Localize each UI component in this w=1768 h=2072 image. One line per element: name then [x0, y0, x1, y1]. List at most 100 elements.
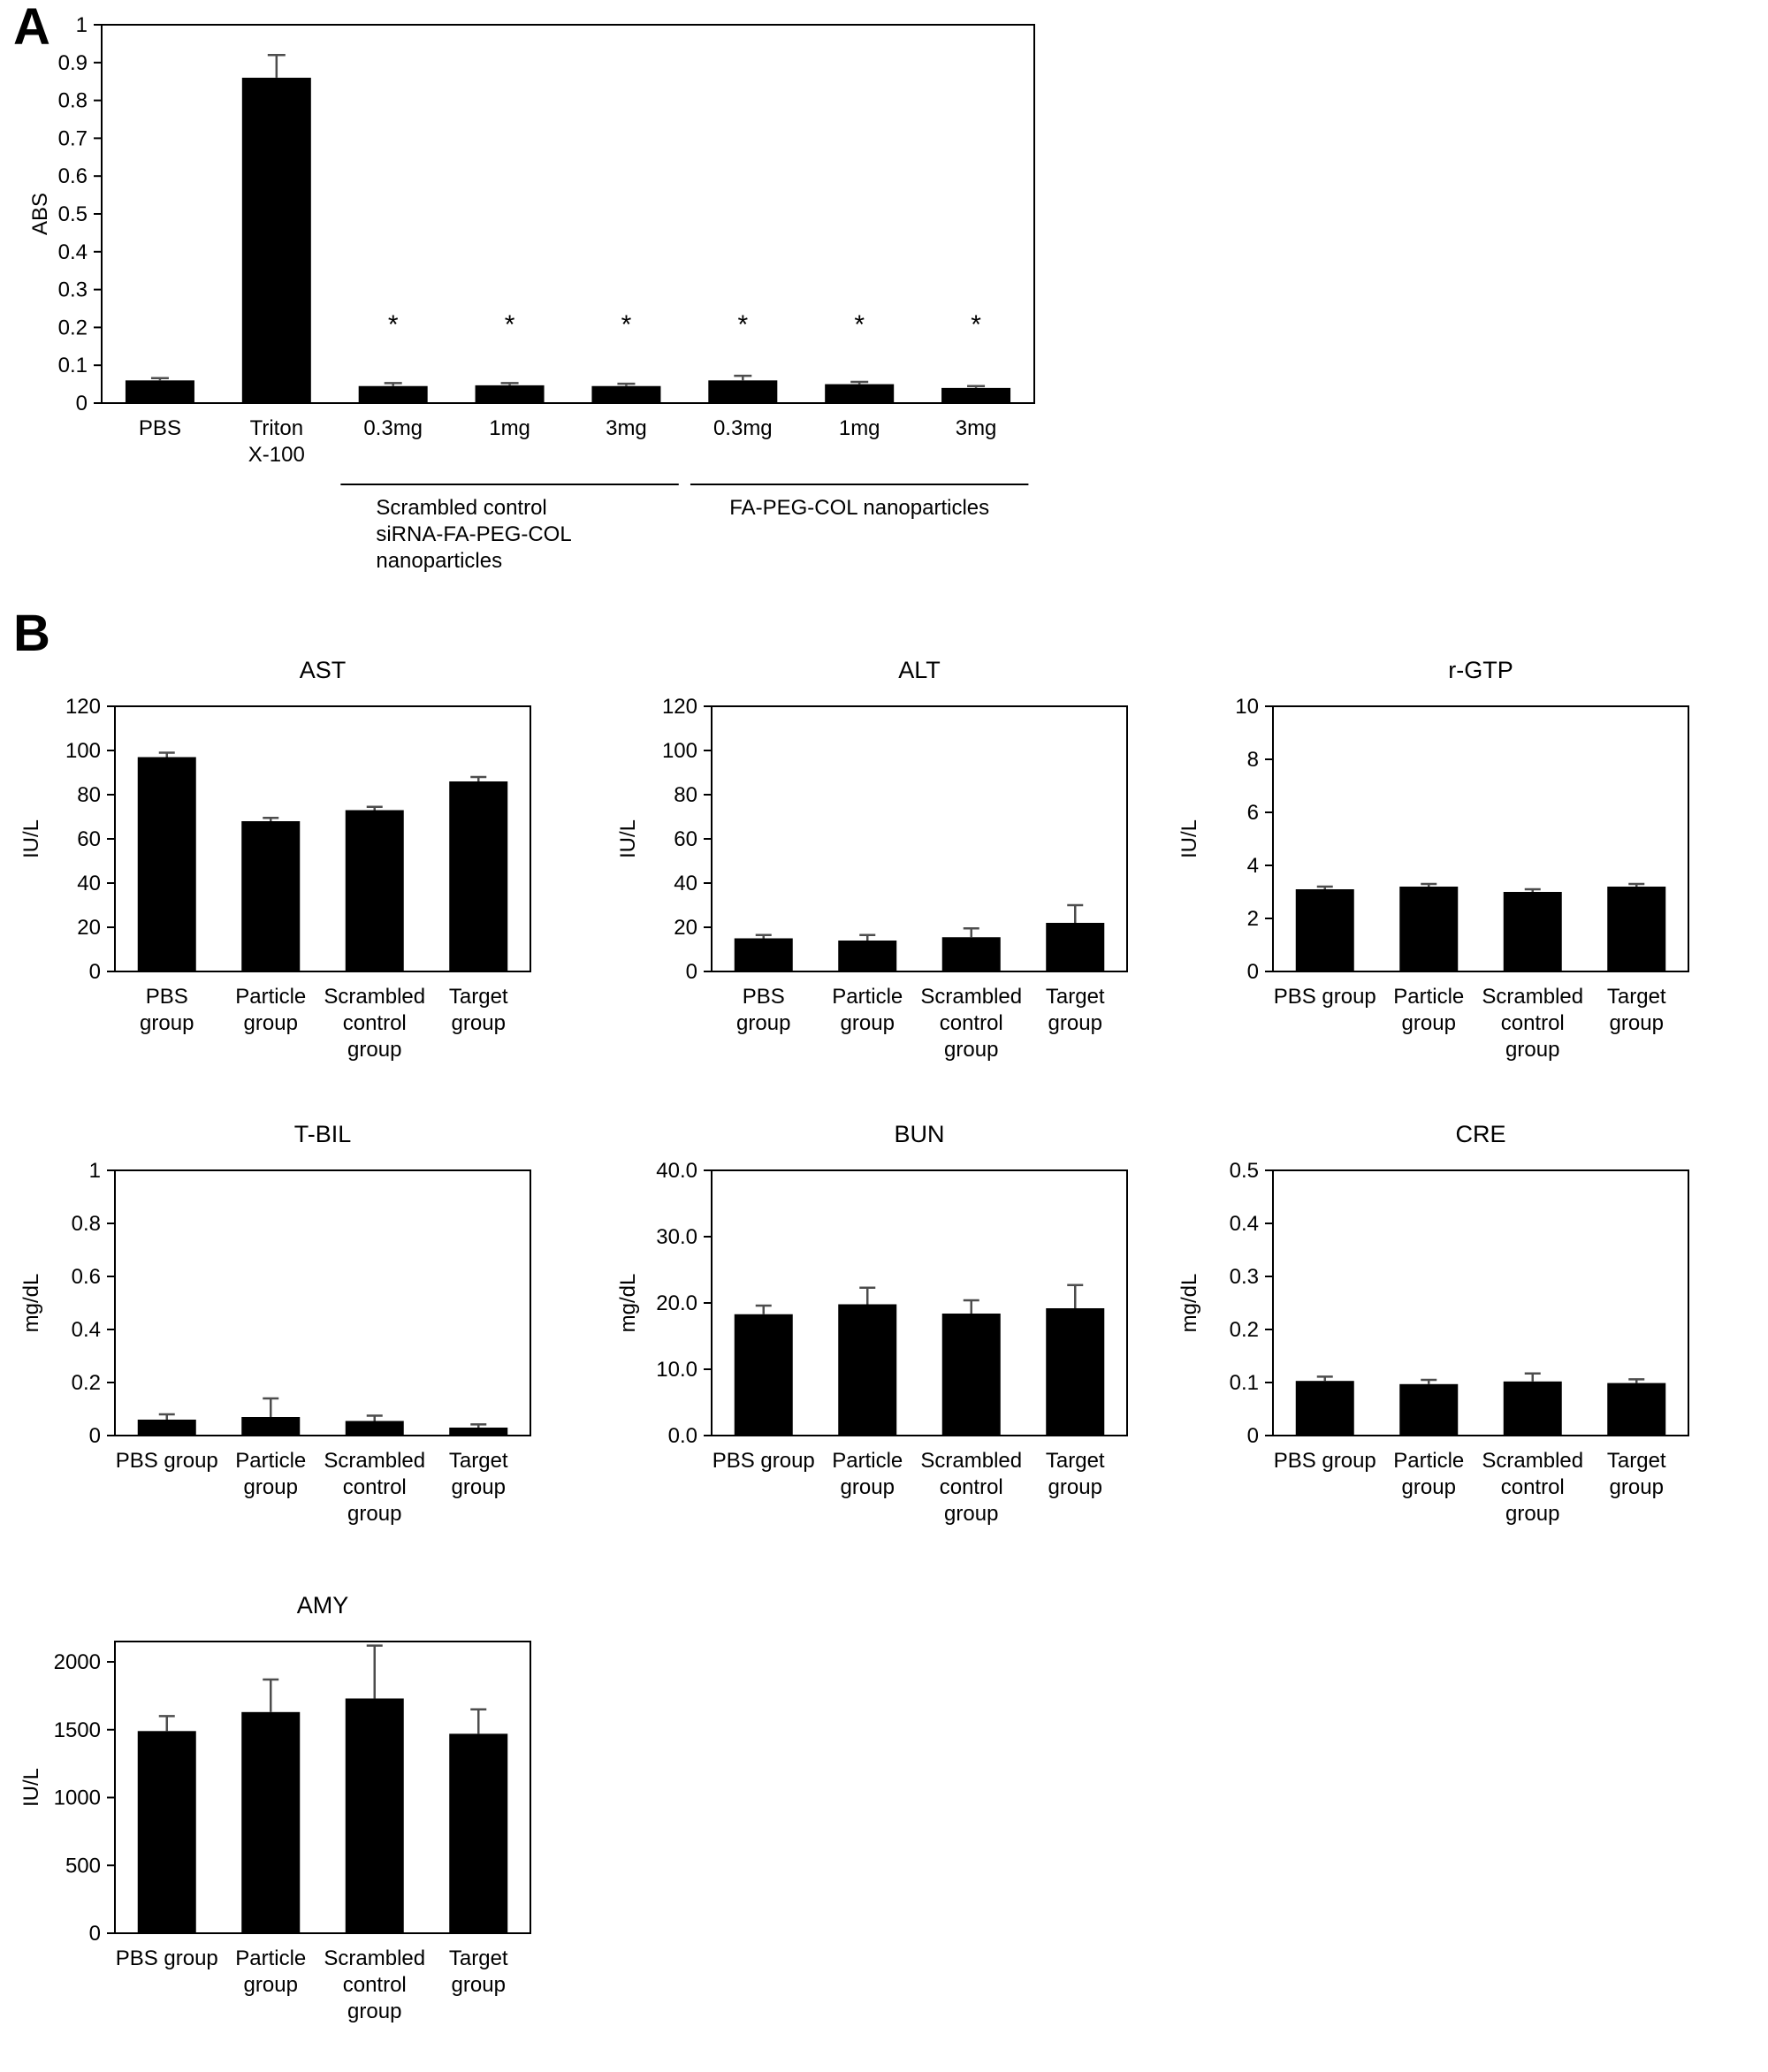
- tbil-ytick: 0.8: [72, 1212, 101, 1236]
- cytotoxicity-bar-4: [591, 385, 661, 403]
- cytotoxicity-group-label: Scrambled control: [376, 496, 546, 520]
- ast-bar-2: [345, 810, 404, 971]
- ast-xlabel-2: Scrambled: [324, 985, 425, 1009]
- bun-bar-1: [838, 1304, 897, 1436]
- ast-ytick: 80: [77, 783, 101, 807]
- amy-svg: AMY 0 500 1000 1500 2000 IU/L PBS group Particle…: [19, 1592, 531, 2023]
- amy-ytick: 2000: [54, 1650, 101, 1674]
- tbil-bar-3: [449, 1428, 508, 1436]
- cre-svg: CRE 0 0.1 0.2 0.3 0.4 0.5 mg/dL PBS group Particl…: [1177, 1121, 1689, 1526]
- rgtp-xlabel-2: control: [1501, 1011, 1565, 1035]
- cytotoxicity-ytick: 0.4: [58, 240, 88, 264]
- alt-ytick: 20: [674, 916, 697, 940]
- rgtp-xlabel-2: group: [1505, 1038, 1559, 1062]
- cytotoxicity-plot-border: [101, 24, 1035, 404]
- cre-ytick: 0: [1247, 1424, 1259, 1448]
- cytotoxicity-significance-asterisk: *: [388, 310, 399, 339]
- bun-ylabel: mg/dL: [616, 1274, 640, 1333]
- chart-cre: CRE 0 0.1 0.2 0.3 0.4 0.5 mg/dL PBS group Particl…: [1171, 1116, 1719, 1562]
- cytotoxicity-significance-asterisk: *: [737, 310, 748, 339]
- cytotoxicity-xlabel-1: X-100: [248, 443, 305, 467]
- alt-xlabel-2: group: [944, 1038, 998, 1062]
- amy-ytick: 1000: [54, 1786, 101, 1810]
- amy-xlabel-0: PBS group: [116, 1946, 218, 1970]
- alt-ytick: 100: [662, 739, 697, 763]
- chart-cytotoxicity-abs: 0 0.1 0.2 0.3 0.4 0.5 0.6 0.7 0.8 0.9 1 ABS PBS Trito…: [13, 7, 1269, 613]
- ast-bar-3: [449, 781, 508, 971]
- amy-xlabel-3: group: [452, 1973, 506, 1997]
- bun-xlabel-3: group: [1048, 1475, 1102, 1499]
- amy-xlabel-2: Scrambled: [324, 1946, 425, 1970]
- cytotoxicity-xlabel-1: Triton: [250, 416, 303, 440]
- ast-ytick: 60: [77, 827, 101, 851]
- rgtp-title: r-GTP: [1448, 657, 1513, 683]
- cre-ytick: 0.4: [1230, 1212, 1259, 1236]
- amy-ytick: 1500: [54, 1718, 101, 1742]
- cre-xlabel-3: group: [1610, 1475, 1664, 1499]
- alt-xlabel-1: group: [841, 1011, 895, 1035]
- ast-ytick: 20: [77, 916, 101, 940]
- cytotoxicity-ytick: 0.2: [58, 316, 88, 339]
- ast-ytick: 100: [65, 739, 101, 763]
- cytotoxicity-significance-asterisk: *: [505, 310, 515, 339]
- cytotoxicity-xlabel-3: 1mg: [489, 416, 530, 440]
- cytotoxicity-xlabel-0: PBS: [139, 416, 181, 440]
- rgtp-ytick: 10: [1235, 695, 1259, 719]
- amy-title: AMY: [297, 1592, 349, 1619]
- cytotoxicity-svg: 0 0.1 0.2 0.3 0.4 0.5 0.6 0.7 0.8 0.9 1 ABS PBS Trito…: [28, 13, 1035, 573]
- tbil-bar-2: [345, 1421, 404, 1436]
- ast-xlabel-2: group: [347, 1038, 401, 1062]
- cre-ytick: 0.1: [1230, 1371, 1259, 1395]
- amy-xlabel-1: group: [244, 1973, 298, 1997]
- cytotoxicity-significance-asterisk: *: [971, 310, 981, 339]
- cytotoxicity-bar-5: [708, 380, 778, 403]
- alt-title: ALT: [898, 657, 941, 683]
- amy-bar-1: [241, 1711, 301, 1933]
- tbil-xlabel-0: PBS group: [116, 1449, 218, 1473]
- cre-bar-3: [1607, 1383, 1666, 1436]
- cytotoxicity-ytick: 0.9: [58, 51, 88, 75]
- tbil-ytick: 0.4: [72, 1318, 101, 1342]
- ast-xlabel-1: group: [244, 1011, 298, 1035]
- bun-xlabel-2: group: [944, 1502, 998, 1526]
- ast-xlabel-2: control: [343, 1011, 407, 1035]
- ast-ylabel: IU/L: [19, 819, 43, 858]
- rgtp-bar-0: [1295, 889, 1354, 971]
- alt-bar-3: [1046, 923, 1105, 971]
- ast-bar-1: [241, 821, 301, 971]
- bun-bar-3: [1046, 1308, 1105, 1436]
- cytotoxicity-ytick: 0.6: [58, 164, 88, 188]
- bun-xlabel-0: PBS group: [713, 1449, 815, 1473]
- alt-ytick: 0: [686, 960, 697, 984]
- tbil-bar-0: [137, 1420, 196, 1436]
- ast-xlabel-0: group: [140, 1011, 194, 1035]
- bun-svg: BUN 0.0 10.0 20.0 30.0 40.0 mg/dL PBS group Part…: [616, 1121, 1128, 1526]
- ast-svg: AST020406080100120IU/LPBSgroupParticlegr…: [19, 657, 531, 1062]
- rgtp-xlabel-0: PBS group: [1274, 985, 1376, 1009]
- cytotoxicity-group-label: siRNA-FA-PEG-COL: [376, 522, 571, 546]
- cytotoxicity-bar-0: [125, 380, 194, 403]
- cytotoxicity-ytick: 0.5: [58, 202, 88, 226]
- tbil-xlabel-2: control: [343, 1475, 407, 1499]
- cytotoxicity-significance-asterisk: *: [854, 310, 865, 339]
- bun-xlabel-1: group: [841, 1475, 895, 1499]
- cre-title: CRE: [1455, 1121, 1505, 1147]
- cre-xlabel-1: Particle: [1393, 1449, 1464, 1473]
- cytotoxicity-ytick: 0.8: [58, 89, 88, 113]
- cytotoxicity-ytick: 0.7: [58, 126, 88, 150]
- cre-bar-2: [1503, 1381, 1562, 1436]
- cre-xlabel-2: Scrambled: [1482, 1449, 1583, 1473]
- cre-bar-1: [1399, 1383, 1459, 1436]
- cre-plot-border: [1272, 1169, 1689, 1436]
- cre-xlabel-1: group: [1402, 1475, 1456, 1499]
- cytotoxicity-ytick: 0.1: [58, 354, 88, 377]
- rgtp-ytick: 8: [1247, 748, 1259, 772]
- cytotoxicity-bar-3: [475, 385, 545, 403]
- bun-bar-2: [941, 1314, 1001, 1436]
- rgtp-plot-border: [1272, 705, 1689, 972]
- bun-ytick: 0.0: [668, 1424, 697, 1448]
- cytotoxicity-significance-asterisk: *: [621, 310, 632, 339]
- tbil-xlabel-2: group: [347, 1502, 401, 1526]
- ast-xlabel-3: Target: [449, 985, 508, 1009]
